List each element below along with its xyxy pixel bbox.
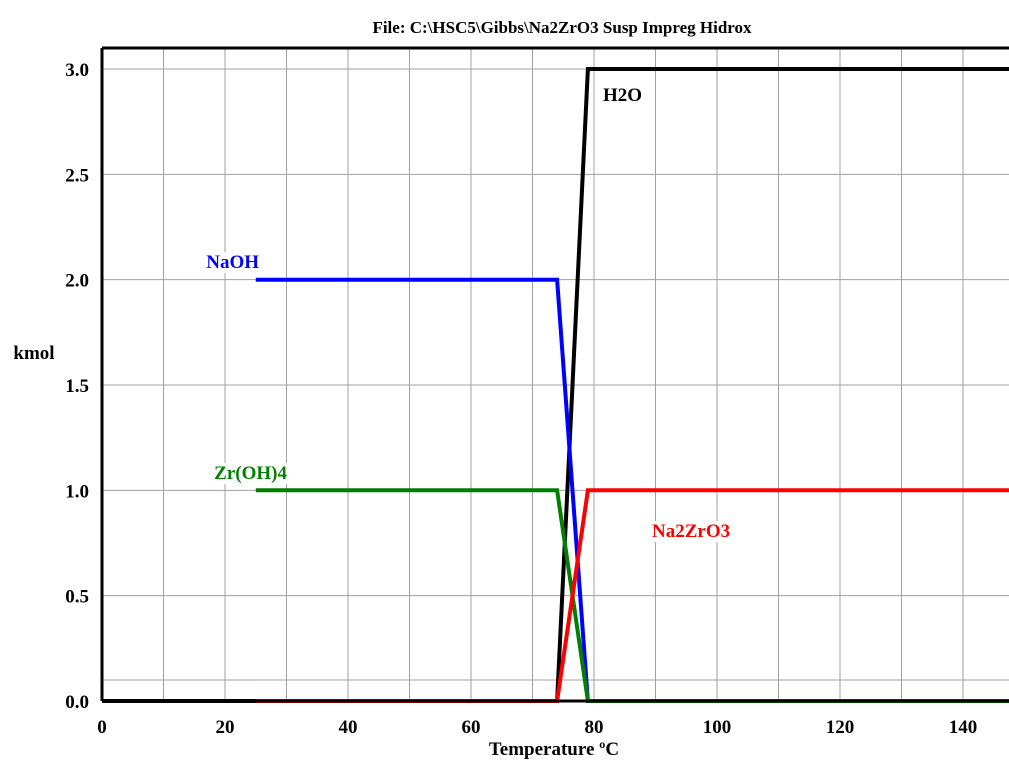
y-tick-label: 2.0	[65, 271, 89, 292]
y-axis-label: kmol	[13, 343, 54, 364]
x-tick-label: 20	[216, 717, 235, 738]
series-labels: H2O NaOH Zr(OH)4 Na2ZrO3	[203, 85, 734, 542]
chart-title: File: C:\HSC5\Gibbs\Na2ZrO3 Susp Impreg …	[372, 18, 752, 37]
y-tick-label: 1.5	[65, 376, 89, 397]
tick-labels: 0 20 40 60 80 100 120 140 0.0 0.5 1.0 1.5 2.0 2.5 3.0	[65, 60, 977, 738]
y-tick-label: 2.5	[65, 165, 89, 186]
x-tick-label: 140	[949, 717, 978, 738]
plot-frame	[100, 46, 1009, 703]
series-label-h2o: H2O	[603, 85, 642, 106]
y-tick-label: 3.0	[65, 60, 89, 81]
x-tick-label: 0	[97, 717, 107, 738]
series-label-background	[600, 85, 646, 106]
x-tick-label: 40	[339, 717, 358, 738]
grid	[102, 48, 1009, 701]
x-tick-label: 60	[462, 717, 481, 738]
series-label-zroh4: Zr(OH)4	[214, 463, 287, 484]
x-tick-label: 80	[585, 717, 604, 738]
series-label-background	[649, 521, 734, 542]
y-tick-label: 1.0	[65, 481, 89, 502]
series-label-background	[203, 252, 263, 273]
x-axis-label: Temperature ºC	[489, 739, 619, 760]
y-tick-label: 0.5	[65, 587, 89, 608]
series-label-background	[211, 463, 291, 484]
x-tick-label: 120	[826, 717, 855, 738]
y-tick-label: 0.0	[65, 692, 89, 713]
series-label-naoh: NaOH	[206, 252, 259, 273]
series-label-na2zro3: Na2ZrO3	[652, 521, 730, 542]
x-tick-label: 100	[703, 717, 732, 738]
